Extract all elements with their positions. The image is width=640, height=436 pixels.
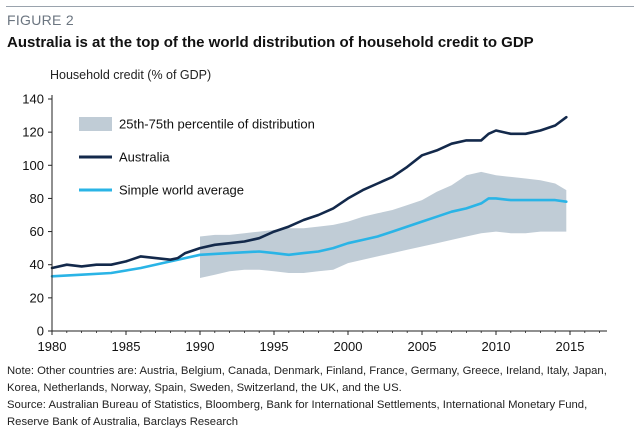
notes-block: Note: Other countries are: Austria, Belg… [7,363,633,431]
percentile-band-layer [200,171,567,278]
y-tick-label: 80 [30,191,44,206]
x-tick-label: 1990 [186,339,215,354]
x-tick-label: 2015 [556,339,585,354]
legend-label: Simple world average [119,183,244,198]
world-average-series-line [50,197,568,278]
x-tick-label: 2005 [408,339,437,354]
y-tick-label: 40 [30,257,44,272]
series-layer [50,115,568,278]
note-line: Korea, Netherlands, Norway, Spain, Swede… [7,382,402,394]
x-tick-label: 2010 [482,339,511,354]
figure-title: Australia is at the top of the world dis… [7,34,534,51]
source-line: Source: Australian Bureau of Statistics,… [7,399,588,411]
legend-label: Australia [119,150,170,165]
x-tick-label: 1995 [260,339,289,354]
y-tick-label: 120 [22,125,44,140]
y-tick-label: 140 [22,92,44,107]
y-tick-label: 60 [30,224,44,239]
figure-label: FIGURE 2 [7,12,74,28]
percentile-band-area [200,171,567,278]
y-axis-title: Household credit (% of GDP) [50,68,212,82]
legend-label: 25th-75th percentile of distribution [119,117,315,132]
y-tick-label: 0 [37,324,44,339]
chart: 0 20 40 60 80 100 120 140 1980 1985 1990 1995 2000 20… [22,92,607,354]
source-line: Reserve Bank of Australia, Barclays Rese… [7,416,239,428]
note-line: Note: Other countries are: Austria, Belg… [7,365,607,377]
legend-band-swatch [79,117,112,131]
y-tick-label: 100 [22,158,44,173]
australia-series-line [50,115,568,270]
x-tick-label: 1980 [38,339,67,354]
x-tick-label: 1985 [112,339,141,354]
y-tick-label: 20 [30,290,44,305]
legend: 25th-75th percentile of distribution Aust… [79,117,315,198]
top-rule [6,6,634,7]
axis-layer: 0 20 40 60 80 100 120 140 1980 1985 1990 1995 2000 20… [22,92,607,354]
x-tick-label: 2000 [334,339,363,354]
